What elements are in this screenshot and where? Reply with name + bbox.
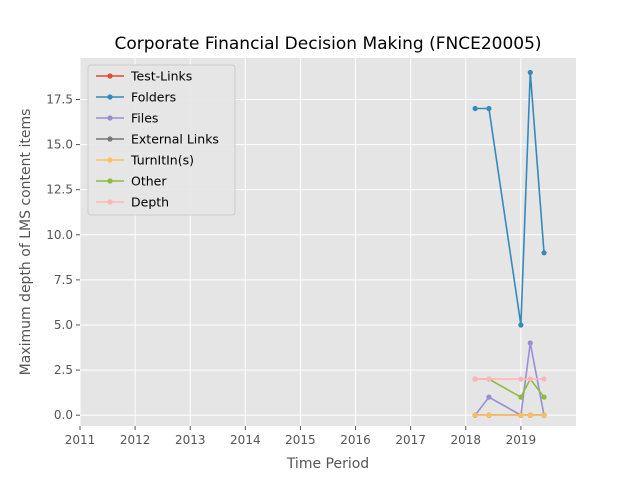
data-point [527, 376, 533, 382]
x-tick-label: 2019 [506, 433, 537, 447]
y-tick-label: 2.5 [54, 363, 73, 377]
data-point [472, 412, 478, 418]
data-point [541, 394, 547, 400]
series-layer [472, 69, 547, 418]
legend-label: Folders [131, 90, 176, 105]
series-depth [472, 376, 547, 382]
legend-marker [107, 199, 113, 205]
x-tick-label: 2016 [340, 433, 371, 447]
y-axis-label: Maximum depth of LMS content items [18, 109, 34, 376]
data-point [518, 394, 524, 400]
data-point [541, 412, 547, 418]
y-tick-label: 12.5 [46, 183, 73, 197]
data-point [527, 69, 533, 76]
data-point [486, 376, 492, 382]
data-point [541, 250, 547, 256]
series-folders [472, 69, 547, 328]
x-tick-label: 2017 [395, 433, 426, 447]
legend-label: Files [131, 111, 158, 126]
data-point [527, 412, 533, 418]
legend-marker [107, 115, 113, 121]
data-point [518, 412, 524, 418]
legend-label: TurnItIn(s) [130, 153, 194, 168]
chart-title: Corporate Financial Decision Making (FNC… [114, 34, 541, 54]
y-tick-label: 15.0 [46, 138, 73, 152]
legend-label: External Links [131, 132, 219, 147]
x-tick-label: 2014 [230, 433, 261, 447]
legend-label: Other [131, 174, 167, 189]
data-point [541, 376, 547, 382]
legend-marker [107, 73, 113, 79]
x-tick-label: 2011 [65, 433, 96, 447]
x-tick-label: 2018 [451, 433, 482, 447]
x-tick-label: 2013 [175, 433, 206, 447]
legend-label: Depth [131, 195, 169, 210]
data-point [486, 105, 492, 112]
legend-label: Test-Links [130, 69, 192, 84]
y-tick-label: 5.0 [54, 318, 73, 332]
y-tick-label: 17.5 [46, 92, 73, 106]
legend-marker [107, 178, 113, 184]
legend-box [87, 64, 236, 216]
legend-marker [107, 136, 113, 142]
legend: Test-Links Folders Files External Links Turn… [87, 64, 236, 216]
data-point [527, 340, 533, 346]
x-tick-label: 2015 [285, 433, 316, 447]
y-tick-label: 0.0 [54, 408, 73, 422]
data-point [486, 394, 492, 400]
data-point [518, 376, 524, 382]
x-axis-label: Time Period [286, 456, 369, 472]
y-axis-ticks: 0.0 2.5 5.0 7.5 10.0 12.5 15.0 17.5 [46, 92, 80, 422]
data-point [472, 105, 478, 112]
x-tick-label: 2012 [120, 433, 151, 447]
legend-marker [107, 94, 113, 100]
data-point [486, 412, 492, 418]
series-turnitin-s [472, 412, 547, 418]
y-tick-label: 10.0 [46, 228, 73, 242]
data-point [518, 322, 524, 328]
data-point [472, 376, 478, 382]
x-axis-ticks: 2011 2012 2013 2014 2015 2016 2017 2018 2019 [65, 426, 536, 447]
legend-marker [107, 157, 113, 163]
y-tick-label: 7.5 [54, 273, 73, 287]
